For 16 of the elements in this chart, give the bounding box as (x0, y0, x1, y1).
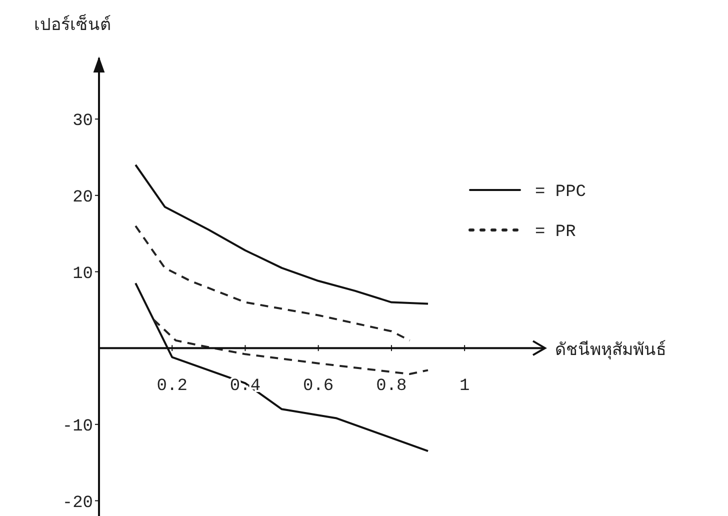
line-series (134, 224, 411, 342)
y-tick-label: -20 (62, 494, 93, 513)
y-tick-label: 30 (72, 112, 93, 132)
x-tick-label: 1 (459, 377, 470, 396)
y-axis-title: เปอร์เซ็นต์ (34, 13, 111, 35)
x-axis-title: ดัชนีพหุสัมพันธ์ (555, 340, 666, 360)
y-tick-label: -10 (62, 417, 93, 436)
y-tick-label: 20 (72, 188, 93, 208)
y-tick-label: 10 (72, 264, 93, 284)
line-series (152, 318, 430, 376)
legend-label: = PR (535, 223, 576, 242)
x-tick-label: 0.8 (376, 377, 407, 396)
x-tick-label: 0.2 (156, 377, 188, 396)
line-series (134, 164, 430, 305)
legend-label: = PPC (535, 183, 586, 202)
x-tick-label: 0.6 (303, 377, 334, 396)
